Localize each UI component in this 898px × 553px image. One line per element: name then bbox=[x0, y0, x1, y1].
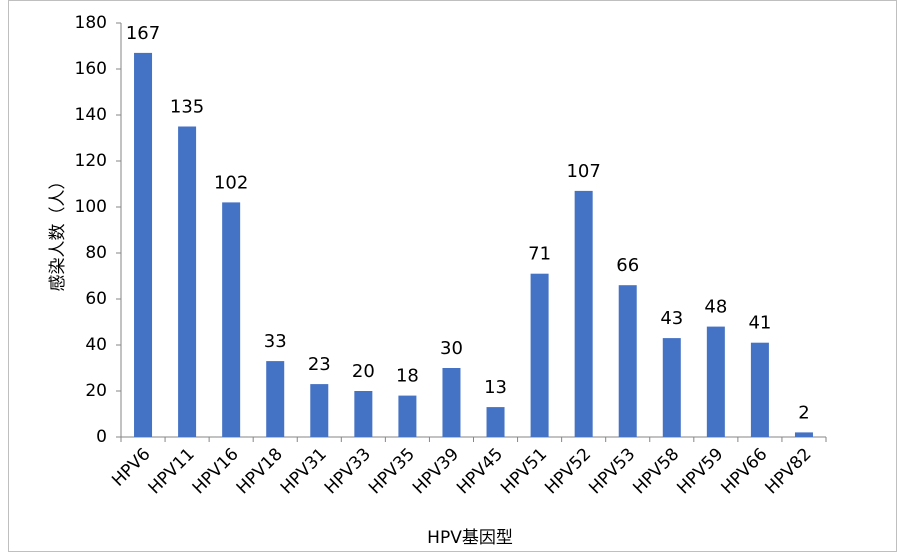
bar bbox=[354, 391, 373, 437]
data-label: 23 bbox=[308, 354, 331, 375]
y-tick-label: 100 bbox=[75, 197, 107, 217]
y-tick-label: 40 bbox=[85, 335, 107, 355]
data-label: 71 bbox=[528, 244, 551, 265]
bar bbox=[486, 407, 505, 437]
data-label: 107 bbox=[566, 161, 600, 182]
y-tick-label: 160 bbox=[75, 59, 107, 79]
y-tick-label: 0 bbox=[96, 427, 107, 447]
bar bbox=[750, 342, 769, 437]
bar bbox=[266, 361, 285, 437]
data-label: 48 bbox=[704, 297, 727, 318]
bar bbox=[178, 126, 197, 437]
y-tick-label: 60 bbox=[85, 289, 107, 309]
bar bbox=[574, 190, 593, 437]
bar bbox=[310, 384, 329, 437]
data-label: 30 bbox=[440, 338, 463, 359]
bar bbox=[794, 432, 813, 437]
bar bbox=[134, 52, 153, 438]
data-label: 33 bbox=[264, 331, 287, 352]
y-tick-label: 20 bbox=[85, 381, 107, 401]
data-label: 66 bbox=[616, 255, 639, 276]
y-tick-label: 140 bbox=[75, 105, 107, 125]
data-label: 20 bbox=[352, 361, 375, 382]
data-label: 102 bbox=[214, 172, 248, 193]
bar bbox=[222, 202, 241, 437]
y-tick-label: 120 bbox=[75, 151, 107, 171]
chart-border bbox=[8, 0, 897, 552]
bar bbox=[618, 285, 637, 437]
data-label: 135 bbox=[170, 97, 204, 118]
data-label: 2 bbox=[798, 402, 809, 423]
y-tick-label: 180 bbox=[75, 13, 107, 33]
bar bbox=[398, 395, 417, 437]
x-axis-label: HPV基因型 bbox=[427, 528, 513, 548]
y-tick-label: 80 bbox=[85, 243, 107, 263]
data-label: 43 bbox=[660, 308, 683, 329]
data-label: 13 bbox=[484, 377, 507, 398]
data-label: 167 bbox=[126, 23, 160, 44]
bar bbox=[662, 338, 681, 437]
bar bbox=[442, 368, 461, 437]
bar bbox=[530, 273, 549, 437]
data-label: 41 bbox=[748, 313, 771, 334]
data-label: 18 bbox=[396, 366, 419, 387]
bar bbox=[706, 326, 725, 437]
y-axis-label: 感染人数（人） bbox=[48, 173, 68, 292]
